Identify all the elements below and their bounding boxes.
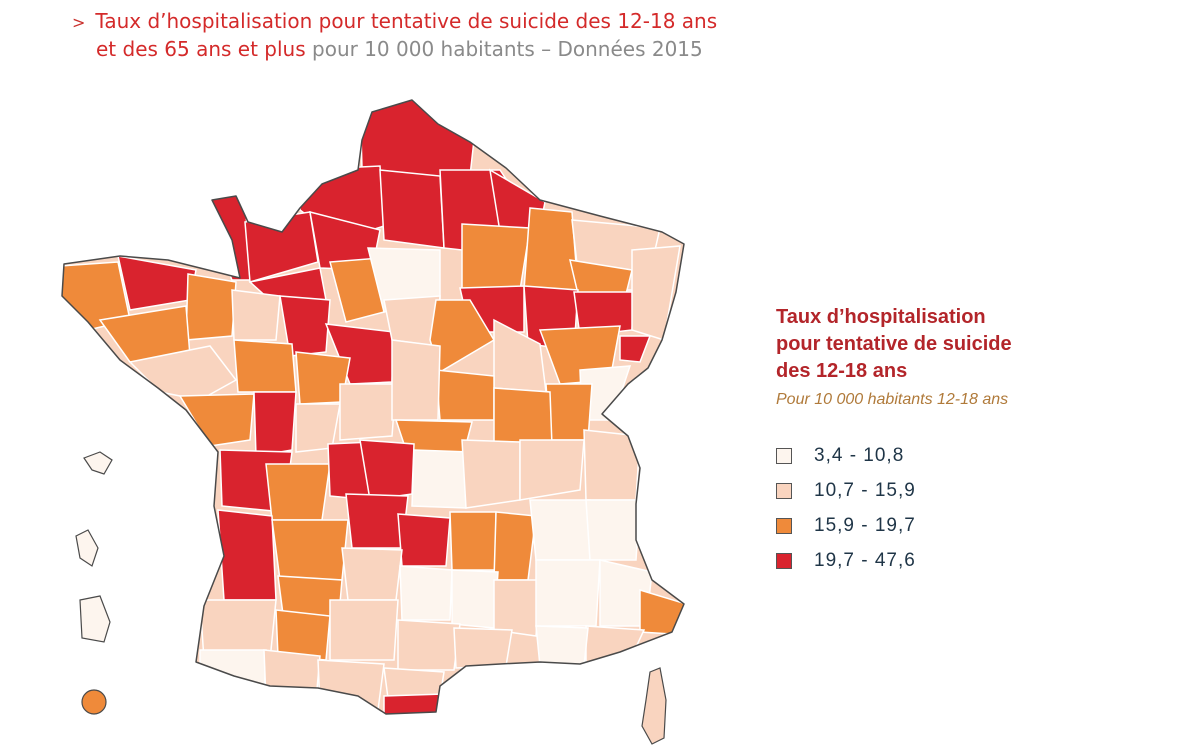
dept-haute-garonne — [317, 659, 385, 711]
dept-herault — [453, 627, 513, 669]
legend-swatch — [776, 448, 792, 464]
legend-item: 3,4 - 10,8 — [776, 443, 1012, 469]
dept-aude — [383, 667, 445, 699]
dept-oise — [379, 169, 445, 249]
legend-label: 15,9 - 19,7 — [814, 515, 916, 536]
dept-mayenne — [231, 289, 281, 341]
legend: Taux d’hospitalisation pour tentative de… — [776, 304, 1012, 583]
dept-meuse — [523, 207, 579, 291]
dept-nievre — [435, 369, 495, 421]
departments-layer — [62, 100, 684, 714]
dept-sarthe — [279, 295, 331, 357]
legend-items: 3,4 - 10,8 10,7 - 15,9 15,9 - 19,7 19,7 … — [776, 443, 1012, 574]
dept-haute-savoie — [583, 429, 641, 501]
legend-label: 3,4 - 10,8 — [814, 445, 905, 466]
dept-deux-sevres — [253, 391, 297, 457]
legend-swatch — [776, 518, 792, 534]
dept-manche — [198, 189, 251, 281]
title-line1: Taux d’hospitalisation pour tentative de… — [95, 9, 718, 33]
dept-indre — [339, 383, 397, 441]
title-line2-main: et des 65 ans et plus — [96, 37, 306, 61]
dept-vaucluse — [535, 559, 601, 627]
dept-isere — [529, 499, 591, 561]
dept-loire — [461, 439, 521, 509]
legend-item: 10,7 - 15,9 — [776, 478, 1012, 504]
dept-aveyron — [399, 565, 453, 621]
dept-cantal — [397, 513, 451, 567]
dept-ille-vilaine — [185, 273, 237, 341]
dept-puy-dome — [411, 449, 471, 509]
chevron-icon: > — [72, 13, 86, 32]
dept-ain — [519, 439, 585, 501]
dept-marne — [461, 223, 531, 291]
dept-lozere — [451, 569, 499, 629]
legend-title-line1: Taux d’hospitalisation — [776, 306, 986, 328]
dept-charente — [265, 463, 331, 521]
legend-label: 10,7 - 15,9 — [814, 480, 916, 501]
dept-yonne — [429, 299, 496, 374]
dept-maine-loire — [233, 339, 297, 393]
dept-martinique — [75, 529, 99, 567]
dept-tarn — [397, 619, 461, 671]
dept-tarn-garonne — [329, 599, 399, 661]
dept-bouches-rhone — [535, 625, 589, 667]
dept-guadeloupe — [83, 451, 113, 475]
dept-gironde — [217, 509, 277, 601]
dept-creuse — [359, 439, 415, 501]
dept-savoie — [585, 499, 641, 561]
dept-dordogne — [271, 519, 349, 581]
dept-lot — [341, 547, 403, 601]
legend-title-line3: des 12-18 ans — [776, 360, 908, 382]
dept-corse — [641, 667, 667, 745]
title-line2-sub: pour 10 000 habitants – Données 2015 — [312, 37, 703, 61]
dept-ardeche — [493, 511, 537, 581]
dept-gard — [493, 579, 541, 637]
legend-swatch — [776, 483, 792, 499]
legend-swatch — [776, 553, 792, 569]
dept-cher — [391, 339, 441, 421]
legend-subtitle: Pour 10 000 habitants 12-18 ans — [776, 391, 1009, 408]
dept-hautes-pyrenees — [263, 649, 321, 701]
legend-item: 15,9 - 19,7 — [776, 513, 1012, 539]
dept-guyane — [79, 595, 111, 643]
dept-la-reunion — [81, 689, 107, 715]
dept-alpes-maritimes — [639, 588, 684, 635]
legend-item: 19,7 - 47,6 — [776, 548, 1012, 574]
legend-label: 19,7 - 47,6 — [814, 550, 916, 571]
dept-haut-rhin — [619, 335, 652, 363]
france-outline — [61, 99, 685, 715]
dept-haute-loire — [449, 511, 497, 571]
map-title: > Taux d’hospitalisation pour tentative d… — [72, 8, 717, 63]
dept-vendee — [178, 393, 255, 447]
legend-title-line2: pour tentative de suicide — [776, 333, 1012, 355]
